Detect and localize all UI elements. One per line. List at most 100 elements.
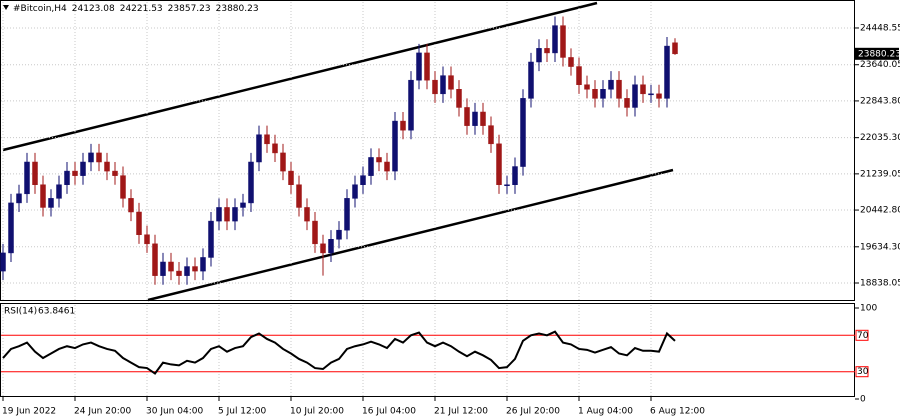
candle-body [48, 198, 54, 208]
candle-body [656, 93, 662, 99]
level-label: 70 [857, 331, 869, 341]
candle-body [568, 57, 574, 67]
candle-body [664, 45, 670, 99]
y-tick-label: 0 [860, 395, 866, 405]
candle-body [536, 48, 542, 63]
candle-body [472, 111, 478, 126]
candle-body [0, 252, 6, 272]
level-label: 30 [857, 367, 869, 377]
candle-body [576, 66, 582, 85]
x-tick-label: 10 Jul 20:00 [290, 407, 344, 417]
x-tick-label: 1 Aug 04:00 [578, 407, 633, 417]
y-tick-label: 21239.05 [860, 169, 900, 179]
candle-body [440, 75, 446, 95]
y-tick-label: 20442.80 [860, 206, 900, 216]
x-tick-label: 24 Jun 20:00 [74, 407, 131, 417]
price-label-box [855, 47, 899, 60]
candle-body [512, 166, 518, 185]
rsi-value: 63.8461 [38, 307, 75, 317]
candle-body [480, 111, 486, 126]
candle-body [232, 207, 238, 222]
x-tick-label: 16 Jul 04:00 [362, 407, 416, 417]
candle-body [392, 120, 398, 172]
candle-body [416, 52, 422, 81]
candle-body [400, 120, 406, 131]
candle-body [168, 261, 174, 272]
y-tick-label: 22843.80 [860, 96, 900, 106]
candle-body [40, 184, 46, 208]
header: #Bitcoin,H4 24123.08 24221.53 23857.23 23880… [13, 4, 259, 14]
candle-body [216, 207, 222, 222]
y-tick-label: 22035.30 [860, 133, 900, 143]
candle-body [272, 143, 278, 154]
candle-body [16, 193, 22, 204]
y-tick-label: 100 [860, 304, 877, 314]
header-high: 24221.53 [120, 4, 163, 14]
candle-body [584, 84, 590, 90]
candle-body [24, 161, 30, 195]
candle-body [336, 229, 342, 240]
y-tick-label: 18838.05 [860, 278, 900, 288]
candle-body [424, 52, 430, 81]
rsi-name: RSI(14) [4, 307, 37, 317]
candle-body [448, 75, 454, 90]
level-label-box [855, 366, 869, 378]
y-tick-label: 23640.05 [860, 60, 900, 70]
header-open: 24123.08 [72, 4, 115, 14]
candle-body [256, 134, 262, 163]
candle-body [248, 161, 254, 204]
candle-body [88, 152, 94, 163]
candle-body [320, 243, 326, 254]
candle-body [640, 84, 646, 95]
candle-body [240, 202, 246, 208]
candle-body [504, 184, 510, 186]
candle-body [8, 202, 14, 254]
candle-body [120, 175, 126, 199]
x-tick-label: 19 Jun 2022 [2, 407, 56, 417]
x-tick-label: 21 Jul 12:00 [434, 407, 488, 417]
level-label-box [855, 329, 869, 341]
header-symbol: #Bitcoin,H4 [13, 4, 67, 14]
candle-body [200, 257, 206, 272]
x-tick-label: 30 Jun 04:00 [146, 407, 203, 417]
candle-body [152, 243, 158, 276]
rsi-line [2, 330, 676, 375]
channel-lower [147, 168, 674, 302]
candle-body [176, 270, 182, 276]
candle-body [432, 79, 438, 95]
candle-body [104, 161, 110, 172]
candle-body [592, 89, 598, 99]
candle-body [32, 161, 38, 185]
candle-body [384, 161, 390, 172]
candle-body [144, 234, 150, 245]
candle-body [552, 25, 558, 54]
candle-body [528, 61, 534, 99]
candle-body [312, 220, 318, 245]
candle-body [456, 89, 462, 108]
candle-body [632, 84, 638, 108]
candle-body [80, 161, 86, 176]
rsi-panel [0, 303, 855, 397]
candle-body [160, 261, 166, 276]
candle-body [368, 157, 374, 176]
header-close: 23880.23 [216, 4, 259, 14]
candle-body [112, 170, 118, 176]
candle-body [608, 79, 614, 90]
header-icon [3, 5, 9, 10]
candle-body [72, 170, 78, 176]
candle-body [288, 170, 294, 185]
candle-body [328, 239, 334, 254]
candle-body [352, 184, 358, 199]
candle-body [264, 134, 270, 145]
y-tick-label: 24448.55 [860, 23, 900, 33]
candle-body [192, 266, 198, 272]
candle-body [280, 152, 286, 172]
candle-body [304, 207, 310, 222]
candle-body [648, 93, 654, 96]
candle-body [488, 125, 494, 145]
candle-body [136, 211, 142, 235]
candle-body [344, 198, 350, 231]
x-tick-label: 6 Aug 12:00 [650, 407, 705, 417]
candle-body [544, 48, 550, 54]
header-low: 23857.23 [168, 4, 211, 14]
